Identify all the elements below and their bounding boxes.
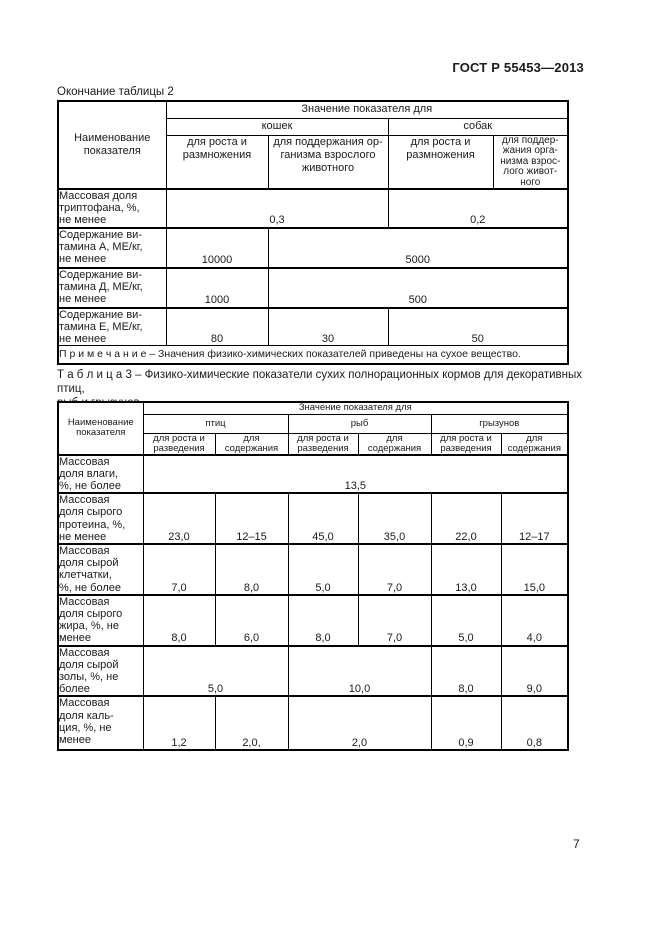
table3-subheader-birds-keep: для содержания	[214, 432, 289, 455]
table-row: Содержание ви- тамина Д, МЕ/кг, не менее…	[57, 266, 569, 309]
row-label: Массовая доля триптофана, %, не менее	[57, 188, 167, 229]
table2-group-dogs: собак	[387, 117, 569, 136]
table3-group-rodents: грызунов	[430, 413, 569, 434]
table3-subheader-rodents-keep: для содержания	[500, 432, 569, 455]
cell-value: 5,0	[287, 542, 359, 596]
cell-value: 8,0	[214, 542, 289, 596]
cell-value: 1,2	[142, 695, 216, 751]
table2-subheader-dogs-growth: для роста и размножения	[387, 134, 494, 190]
table2-caption: Окончание таблицы 2	[57, 86, 174, 98]
cell-value: 4,0	[500, 593, 569, 647]
cell-value: 12–15	[214, 492, 289, 545]
row-label: Содержание ви- тамина Д, МЕ/кг, не менее	[57, 266, 167, 309]
table2-subheader-cats-adult: для поддержания ор- ганизма взрослого жи…	[267, 134, 389, 190]
cell-value: 0,2	[387, 188, 569, 229]
cell-value: 0,9	[430, 695, 502, 751]
cell-value: 2,0,	[214, 695, 289, 751]
cell-value: 22,0	[430, 492, 502, 545]
page-number: 7	[573, 837, 580, 851]
table3-subheader-birds-growth: для роста и разведения	[142, 432, 216, 455]
cell-value: 10,0	[287, 644, 432, 697]
cell-value: 2,0	[287, 695, 432, 751]
cell-value: 8,0	[142, 593, 216, 647]
cell-value: 7,0	[357, 593, 432, 647]
cell-value: 8,0	[430, 644, 502, 697]
row-label: Массовая доля сырой золы, %, не более	[57, 644, 144, 697]
table-note-row: П р и м е ч а н и е – Значения физико-хи…	[57, 345, 569, 365]
table2: Наименование показателя Значение показат…	[57, 100, 570, 365]
table-row: Массовая доля сырой клетчатки, %, не бол…	[57, 542, 569, 596]
table-row: Содержание ви- тамина А, МЕ/кг, не менее…	[57, 226, 569, 269]
table2-subheader-dogs-adult: для поддер- жания орга- низма взрос- лог…	[492, 134, 569, 190]
cell-value: 30	[267, 306, 389, 347]
cell-value: 80	[165, 306, 269, 347]
cell-value: 10000	[165, 226, 269, 269]
cell-value: 35,0	[357, 492, 432, 545]
table3-header-name: Наименование показателя	[57, 401, 144, 455]
row-label: Массовая доля каль- ция, %, не менее	[57, 695, 144, 751]
table-row: Массовая доля сырой золы, %, не более 5,…	[57, 644, 569, 697]
table2-subheader-cats-growth: для роста и размножения	[165, 134, 269, 190]
cell-value: 5,0	[430, 593, 502, 647]
row-label: Содержание ви- тамина А, МЕ/кг, не менее	[57, 226, 167, 269]
cell-value: 23,0	[142, 492, 216, 545]
table3: Наименование показателя Значение показат…	[57, 401, 570, 752]
document-number: ГОСТ Р 55453—2013	[452, 60, 584, 75]
cell-value: 50	[387, 306, 569, 347]
cell-value: 13,5	[142, 453, 569, 494]
table2-header-name: Наименование показателя	[57, 100, 167, 190]
table-row: Массовая доля сырого протеина, %, не мен…	[57, 492, 569, 545]
table-row: Массовая доля сырого жира, %, не менее 8…	[57, 593, 569, 647]
table-row: Содержание ви- тамина Е, МЕ/кг, не менее…	[57, 306, 569, 347]
cell-value: 9,0	[500, 644, 569, 697]
cell-value: 500	[267, 266, 569, 309]
cell-value: 12–17	[500, 492, 569, 545]
table2-note: П р и м е ч а н и е – Значения физико-хи…	[57, 345, 569, 365]
cell-value: 0,8	[500, 695, 569, 751]
cell-value: 13,0	[430, 542, 502, 596]
table2-group-cats: кошек	[165, 117, 389, 136]
table-row: Массовая доля каль- ция, %, не менее 1,2…	[57, 695, 569, 751]
table3-group-fish: рыб	[287, 413, 432, 434]
row-label: Содержание ви- тамина Е, МЕ/кг, не менее	[57, 306, 167, 347]
table2-header-value-title: Значение показателя для	[165, 100, 569, 119]
cell-value: 7,0	[357, 542, 432, 596]
cell-value: 5,0	[142, 644, 289, 697]
table-row: Массовая доля триптофана, %, не менее 0,…	[57, 188, 569, 229]
row-label: Массовая доля сырого протеина, %, не мен…	[57, 492, 144, 545]
cell-value: 6,0	[214, 593, 289, 647]
table3-group-birds: птиц	[142, 413, 289, 434]
cell-value: 7,0	[142, 542, 216, 596]
table3-subheader-fish-keep: для содержания	[357, 432, 432, 455]
table3-subheader-rodents-growth: для роста и разведения	[430, 432, 502, 455]
cell-value: 15,0	[500, 542, 569, 596]
row-label: Массовая доля влаги, %, не более	[57, 453, 144, 494]
cell-value: 5000	[267, 226, 569, 269]
cell-value: 0,3	[165, 188, 389, 229]
table3-header-value-title: Значение показателя для	[142, 401, 569, 415]
row-label: Массовая доля сырого жира, %, не менее	[57, 593, 144, 647]
cell-value: 45,0	[287, 492, 359, 545]
row-label: Массовая доля сырой клетчатки, %, не бол…	[57, 542, 144, 596]
cell-value: 1000	[165, 266, 269, 309]
table-row: Массовая доля влаги, %, не более 13,5	[57, 453, 569, 494]
table3-subheader-fish-growth: для роста и разведения	[287, 432, 359, 455]
cell-value: 8,0	[287, 593, 359, 647]
